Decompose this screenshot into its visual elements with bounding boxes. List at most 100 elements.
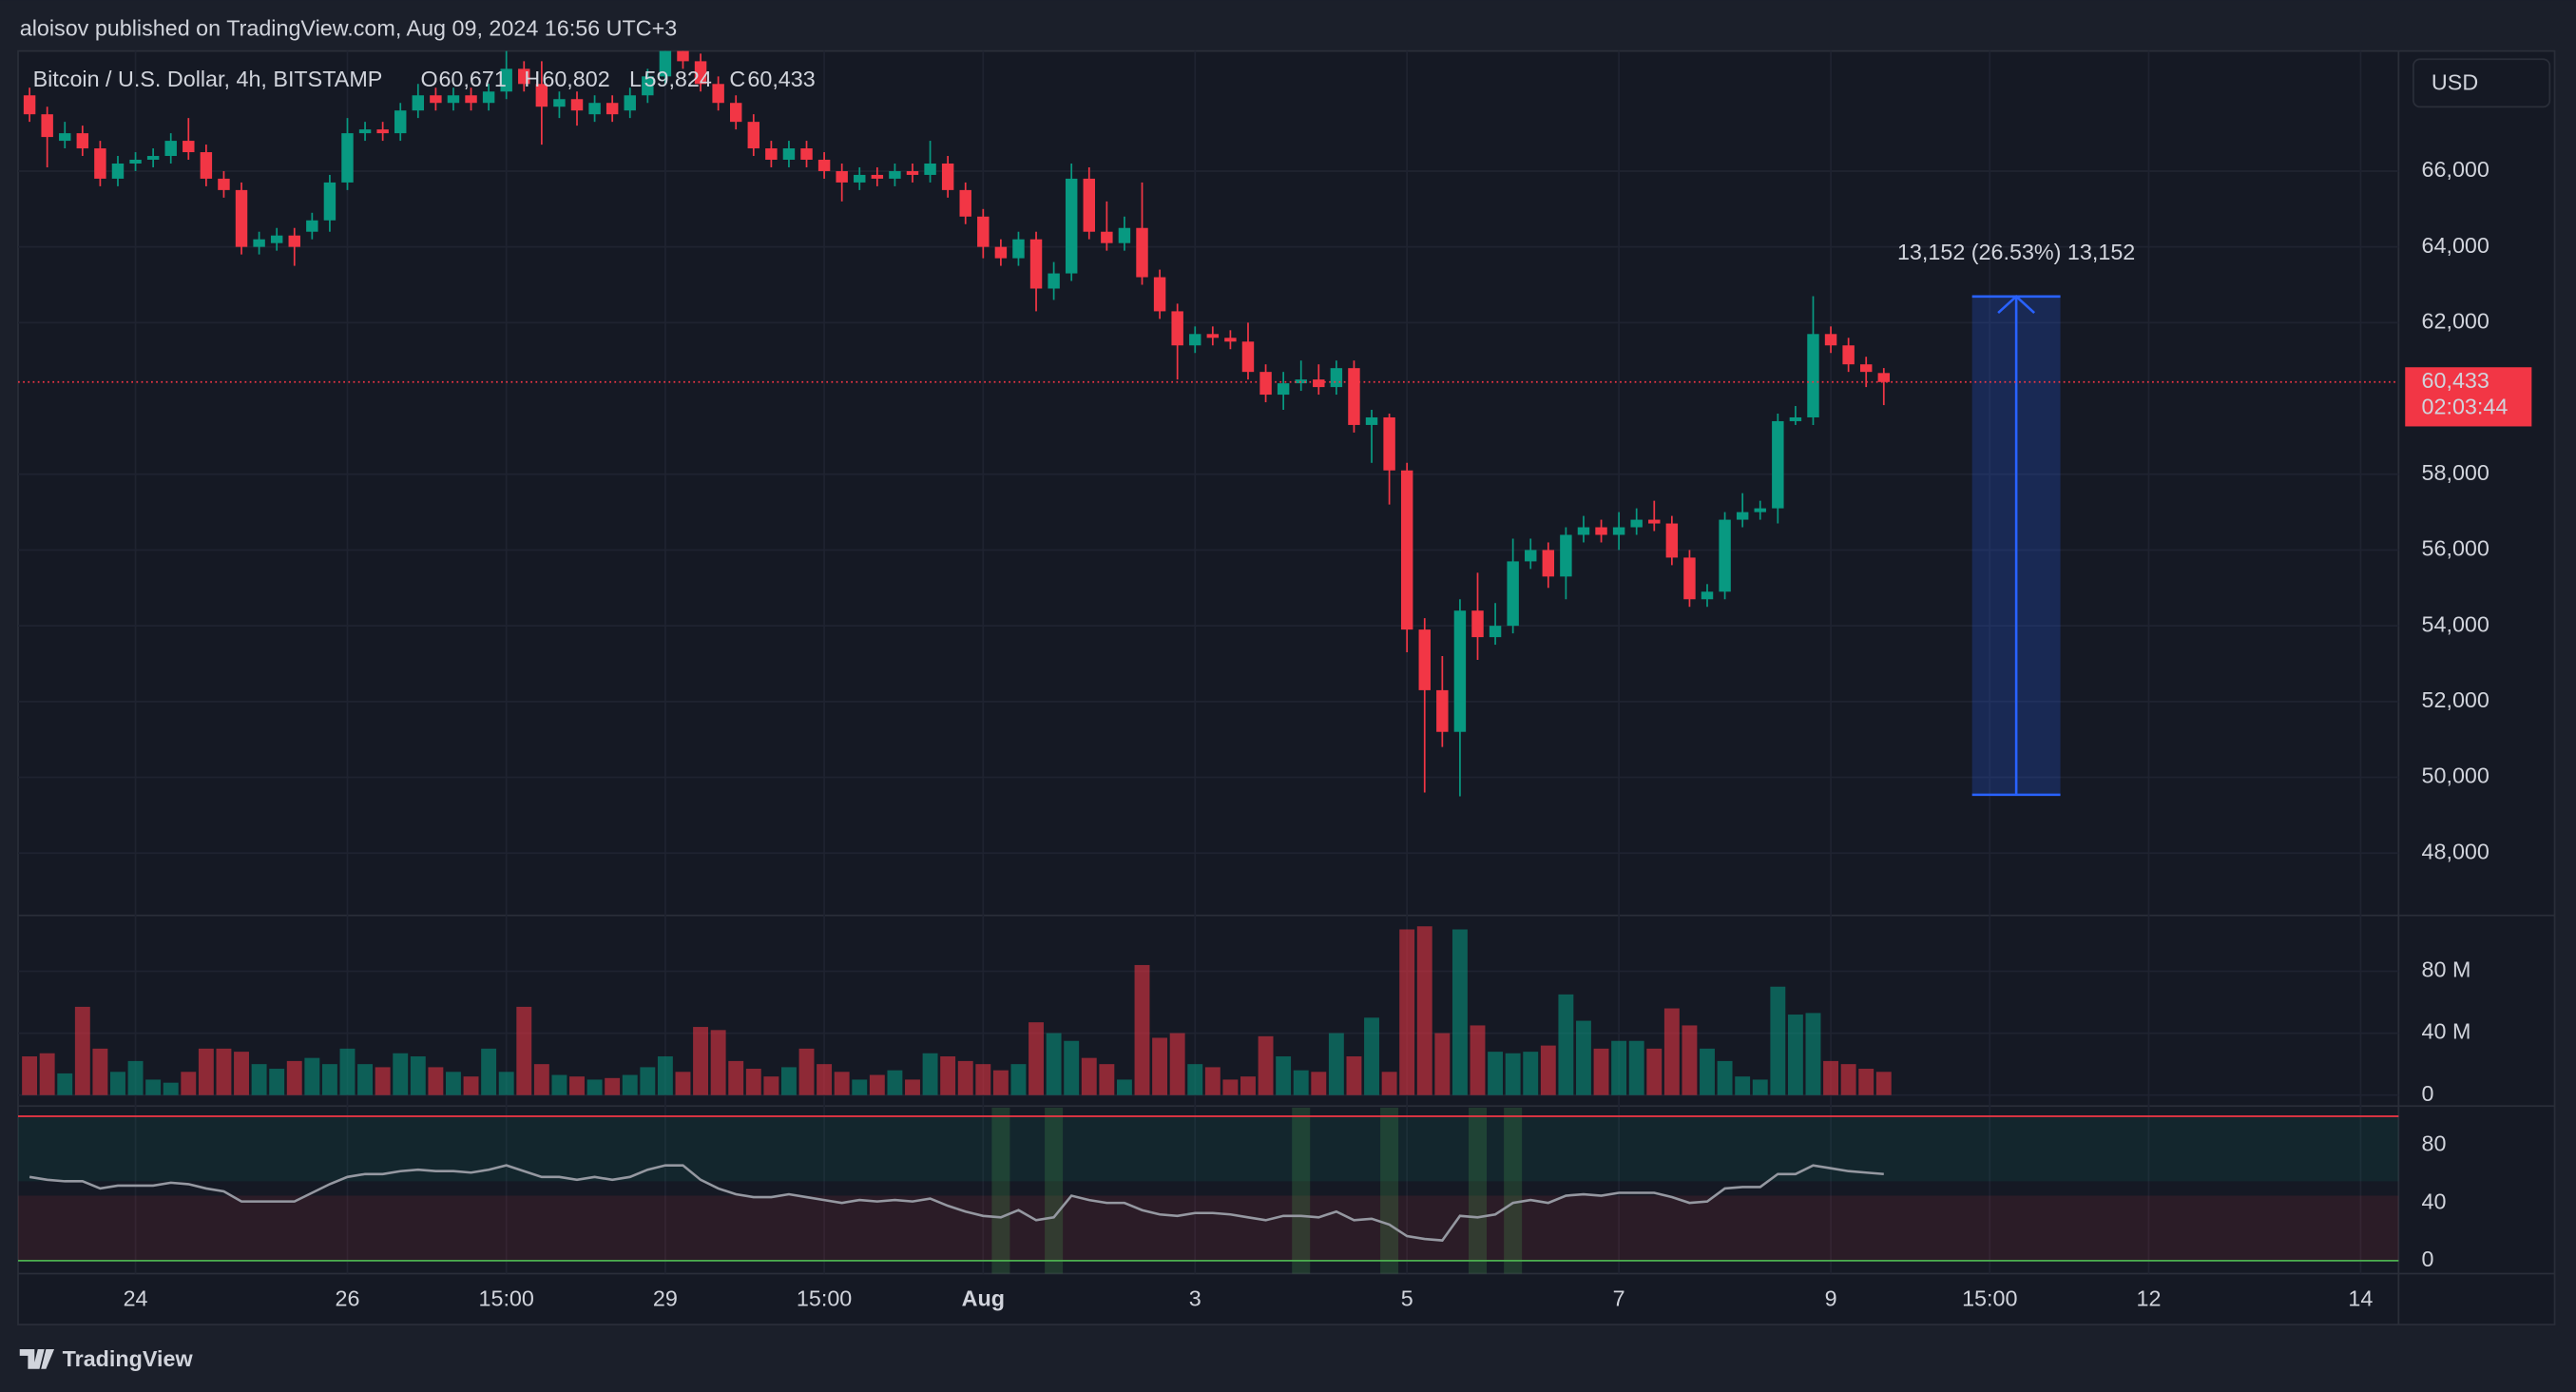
candle-body xyxy=(977,216,990,247)
volume-bar xyxy=(1840,1064,1856,1095)
volume-bar xyxy=(922,1053,938,1095)
candle-body xyxy=(253,239,265,247)
legend-key: C xyxy=(729,67,745,91)
volume-bar xyxy=(1416,926,1432,1095)
candle-body xyxy=(1029,239,1043,289)
candle-body xyxy=(500,68,512,92)
legend-key: L xyxy=(629,67,642,91)
candle-body xyxy=(1012,239,1025,259)
volume-bar xyxy=(640,1067,656,1095)
volume-bar xyxy=(1169,1033,1185,1095)
candle-body xyxy=(465,95,477,104)
volume-bar xyxy=(834,1072,850,1095)
candle-body xyxy=(729,103,742,123)
candle-body xyxy=(1859,364,1873,373)
candle-body xyxy=(677,50,689,62)
candle-body xyxy=(1083,178,1095,232)
volume-bar xyxy=(463,1076,479,1095)
volume-bar xyxy=(1875,1072,1892,1095)
volume-bar xyxy=(163,1082,179,1095)
candle-body xyxy=(270,235,283,243)
volume-bar xyxy=(657,1056,673,1095)
candle-body xyxy=(1330,368,1343,388)
legend-value: 60,671 xyxy=(438,67,506,91)
volume-tick-label: 40 M xyxy=(2422,1019,2471,1044)
volume-tick-label: 80 M xyxy=(2422,957,2471,982)
volume-bar xyxy=(1276,1056,1292,1095)
volume-bar xyxy=(145,1079,162,1095)
oscillator-line xyxy=(29,1164,1884,1242)
currency[interactable]: USD xyxy=(2432,69,2478,94)
candle-body xyxy=(1471,610,1484,638)
candles xyxy=(23,50,1891,797)
candle-body xyxy=(94,148,106,179)
volume-bar xyxy=(1611,1040,1627,1095)
candle-body xyxy=(1525,550,1537,562)
volume-bar xyxy=(321,1064,337,1095)
candle-body xyxy=(1612,527,1625,535)
volume-bar xyxy=(1258,1035,1274,1095)
volume-bar xyxy=(817,1064,833,1095)
candle-body xyxy=(588,103,601,115)
candle-body xyxy=(306,220,318,232)
volume-bar xyxy=(428,1067,444,1095)
volume-bar xyxy=(1311,1072,1327,1095)
candle-body xyxy=(218,178,230,190)
currency-button[interactable] xyxy=(2413,58,2551,108)
legend-value: 60,433 xyxy=(747,67,815,91)
candle-body xyxy=(1648,519,1661,524)
volume-bar xyxy=(1116,1079,1132,1095)
volume-bar xyxy=(780,1067,797,1095)
volume-bar xyxy=(1700,1048,1715,1095)
volume-bar xyxy=(533,1064,549,1095)
candle-body xyxy=(817,160,831,171)
oscillator-highlight xyxy=(991,1107,1010,1274)
volume-bar xyxy=(728,1060,744,1095)
candle-body xyxy=(447,95,460,104)
x-tick-label: 12 xyxy=(2136,1286,2161,1310)
last-price-tag xyxy=(2405,367,2532,427)
candle-body xyxy=(535,84,548,107)
volume-bar xyxy=(1682,1025,1698,1095)
volume-bar xyxy=(1488,1052,1504,1095)
candle-body xyxy=(854,174,866,183)
oscillator-tick-label: 0 xyxy=(2422,1247,2434,1271)
candle-body xyxy=(235,189,248,247)
volume-bar xyxy=(1399,929,1415,1095)
volume-bar xyxy=(1752,1079,1768,1095)
candle-body xyxy=(76,133,89,149)
candle-body xyxy=(694,61,707,85)
candle-body xyxy=(747,122,760,149)
volume-bar xyxy=(1558,994,1574,1095)
volume-bar xyxy=(1646,1048,1663,1095)
y-tick-label: 66,000 xyxy=(2422,157,2489,182)
candle-body xyxy=(782,148,796,161)
legend-value: 60,802 xyxy=(542,67,609,91)
x-tick-label: 24 xyxy=(124,1286,148,1310)
volume-bar xyxy=(481,1048,497,1095)
volume-bar xyxy=(1770,986,1786,1095)
volume-bar xyxy=(1064,1040,1080,1095)
candle-body xyxy=(1259,372,1272,396)
candle-body xyxy=(1542,550,1555,577)
volume-bar xyxy=(1858,1069,1874,1095)
candle-body xyxy=(1348,368,1360,425)
oscillator-tick-label: 80 xyxy=(2422,1131,2447,1156)
candle-body xyxy=(1383,416,1395,471)
volume-bar xyxy=(1451,929,1468,1095)
volume-bar xyxy=(498,1072,514,1095)
volume-bar xyxy=(887,1070,903,1095)
candle-body xyxy=(1241,341,1255,373)
candle-body xyxy=(642,76,654,96)
volume-bar xyxy=(92,1048,108,1095)
volume-bar xyxy=(1293,1070,1309,1095)
candle-body xyxy=(1595,527,1607,535)
candle-body xyxy=(1736,512,1749,520)
candle-body xyxy=(994,246,1008,259)
volume-bar xyxy=(586,1079,603,1095)
candle-body xyxy=(570,99,584,111)
volume-bar xyxy=(269,1069,285,1095)
y-tick-label: 48,000 xyxy=(2422,839,2489,863)
x-tick-label: 29 xyxy=(653,1286,678,1310)
y-tick-label: 64,000 xyxy=(2422,233,2489,258)
